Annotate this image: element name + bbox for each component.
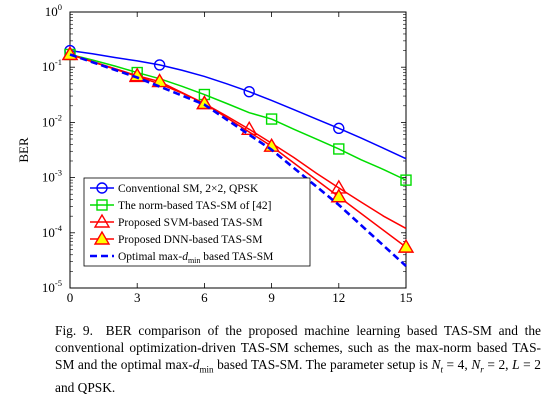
y-tick-label: 10-5 xyxy=(42,278,62,295)
data-point xyxy=(151,73,168,88)
caption-l-val: = 2 and QPSK. xyxy=(55,357,541,396)
series-line xyxy=(69,53,407,267)
data-point xyxy=(333,122,345,135)
data-point xyxy=(153,59,166,71)
y-tick-label: 100 xyxy=(45,2,62,19)
data-point xyxy=(240,120,258,135)
data-point xyxy=(333,143,345,155)
x-tick-label: 9 xyxy=(268,290,275,305)
legend-label: Proposed SVM-based TAS-SM xyxy=(118,217,263,229)
figure-caption: Fig. 9. BER comparison of the proposed m… xyxy=(55,322,541,396)
y-axis-label: BER xyxy=(16,137,31,163)
series-line xyxy=(69,53,407,181)
data-point xyxy=(243,85,255,98)
data-point xyxy=(128,67,146,82)
caption-nt-var: N xyxy=(431,357,441,373)
x-tick-label: 15 xyxy=(400,290,413,305)
data-point xyxy=(400,174,412,186)
legend-label: Proposed DNN-based TAS-SM xyxy=(118,234,263,246)
legend-box xyxy=(83,177,311,267)
x-tick-label: 12 xyxy=(332,290,345,305)
caption-nr-val: = 2, xyxy=(483,357,513,373)
data-point xyxy=(330,188,348,203)
caption-nr-sub: r xyxy=(480,365,484,376)
caption-l-var: L xyxy=(512,357,520,373)
series-line xyxy=(69,49,407,160)
x-tick-label: 3 xyxy=(134,290,141,305)
ber-chart: 0 3 6 9 12 15 100 10-1 10-2 10-3 10-4 10-5 BER Conve… xyxy=(16,2,415,305)
caption-dmin-var: d xyxy=(192,357,200,373)
x-tick-label: 6 xyxy=(201,290,208,305)
x-tick-label: 0 xyxy=(67,290,74,305)
data-point xyxy=(93,230,111,245)
caption-nr-var: N xyxy=(471,357,481,373)
legend-label: Optimal max-dmin based TAS-SM xyxy=(118,251,273,265)
y-tick-label: 10-4 xyxy=(42,223,63,240)
caption-nt-val: = 4, xyxy=(442,357,472,373)
data-point xyxy=(397,238,415,253)
data-point xyxy=(93,213,111,228)
y-tick-label: 10-3 xyxy=(42,168,62,185)
legend-label: The norm-based TAS-SM of [42] xyxy=(118,200,271,212)
data-point xyxy=(265,113,278,125)
caption-text2: based TAS-SM. The parameter setup is xyxy=(213,357,432,373)
caption-text: BER comparison of the proposed machine l… xyxy=(55,323,541,373)
caption-nt-sub: t xyxy=(440,365,443,376)
plot-frame xyxy=(69,11,407,289)
caption-label: Fig. 9. xyxy=(55,323,93,338)
caption-dmin-sub: min xyxy=(199,365,214,376)
y-tick-label: 10-1 xyxy=(42,57,62,74)
legend-label: Conventional SM, 2×2, QPSK xyxy=(118,183,259,195)
y-tick-label: 10-2 xyxy=(42,112,62,129)
data-point xyxy=(96,199,108,211)
data-point xyxy=(96,182,108,194)
